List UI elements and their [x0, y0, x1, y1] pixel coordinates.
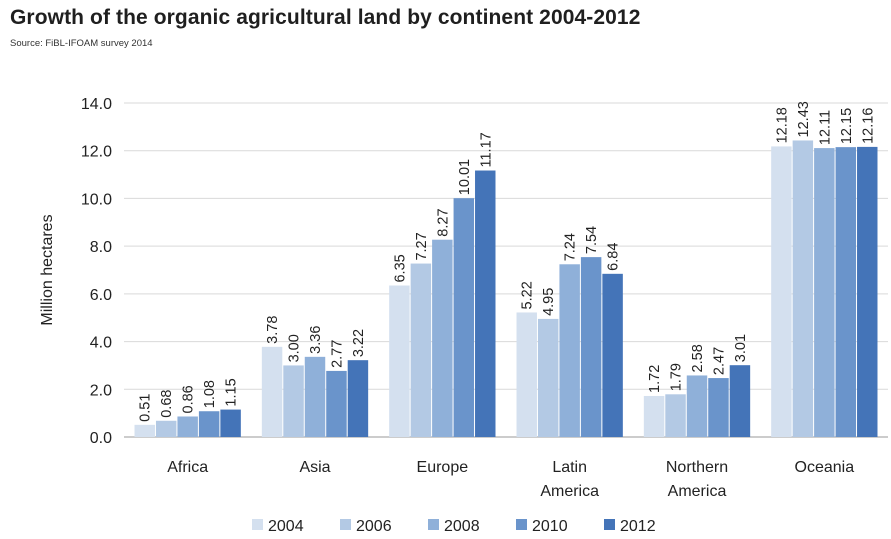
data-label: 1.79 [669, 363, 685, 391]
bar [198, 411, 220, 437]
bar [857, 146, 878, 437]
data-label: 0.86 [181, 385, 197, 413]
data-label: 12.16 [860, 108, 876, 144]
legend-swatch [604, 519, 615, 530]
data-label: 2.58 [690, 344, 706, 372]
bar [389, 285, 410, 437]
chart-title: Growth of the organic agricultural land … [10, 6, 641, 29]
bar [516, 312, 537, 437]
bar [304, 356, 326, 437]
bar [729, 365, 751, 437]
y-tick-label: 8.0 [90, 239, 112, 256]
data-label: 3.00 [287, 334, 303, 362]
data-label: 0.68 [159, 390, 175, 418]
bar [134, 424, 155, 437]
bar [771, 146, 792, 438]
legend-swatch [516, 519, 527, 530]
bar [475, 170, 496, 437]
data-label: 7.54 [584, 226, 600, 254]
bar [792, 140, 814, 437]
bar [602, 273, 623, 437]
bar [643, 395, 665, 437]
bar [261, 346, 283, 437]
bar [220, 409, 241, 437]
y-tick-label: 12.0 [81, 144, 112, 161]
bar [835, 147, 857, 437]
bar [708, 378, 729, 437]
bar [686, 375, 708, 437]
y-tick-label: 2.0 [90, 382, 112, 399]
data-label: 6.35 [392, 254, 408, 282]
legend-label: 2006 [356, 518, 392, 535]
data-label: 3.78 [265, 316, 281, 344]
legend-label: 2010 [532, 518, 568, 535]
legend-swatch [252, 519, 263, 530]
bar [559, 264, 580, 437]
legend-swatch [340, 519, 351, 530]
x-tick-label: Europe [417, 459, 469, 476]
data-label: 3.01 [733, 334, 749, 362]
data-label: 6.84 [606, 243, 622, 271]
data-label: 3.22 [351, 329, 367, 357]
bar [537, 318, 559, 437]
data-label: 10.01 [457, 159, 473, 195]
data-label: 4.95 [541, 288, 557, 316]
bar [665, 394, 686, 437]
bar [326, 370, 347, 437]
bar [177, 416, 198, 437]
bar [347, 360, 369, 437]
data-label: 7.24 [563, 233, 579, 261]
x-tick-label: Africa [167, 459, 208, 476]
legend-label: 2004 [268, 518, 304, 535]
x-tick-label: America [668, 483, 727, 500]
data-label: 2.77 [329, 340, 345, 368]
y-tick-label: 0.0 [90, 430, 112, 447]
x-tick-label: America [540, 483, 599, 500]
data-label: 8.27 [435, 208, 451, 236]
x-tick-label: Asia [299, 459, 330, 476]
legend-swatch [428, 519, 439, 530]
x-tick-label: Latin [552, 459, 587, 476]
data-label: 7.27 [414, 232, 430, 260]
y-tick-label: 10.0 [81, 191, 112, 208]
bar [283, 365, 304, 437]
data-label: 11.17 [478, 132, 494, 167]
data-label: 1.72 [647, 365, 663, 393]
data-label: 1.15 [224, 378, 240, 406]
data-label: 1.08 [202, 380, 218, 408]
data-label: 12.15 [839, 108, 855, 144]
bar [155, 420, 177, 437]
y-tick-label: 4.0 [90, 335, 112, 352]
bar [432, 239, 453, 437]
data-label: 12.43 [796, 101, 812, 137]
data-label: 2.47 [711, 347, 727, 375]
y-axis-label: Million hectares [39, 214, 56, 325]
data-label: 12.18 [774, 107, 790, 143]
bar [410, 263, 432, 437]
data-label: 0.51 [138, 394, 154, 422]
chart-source: Source: FiBL-IFOAM survey 2014 [10, 38, 153, 49]
y-tick-label: 14.0 [81, 96, 112, 113]
bar [580, 257, 602, 437]
data-label: 12.11 [817, 110, 833, 145]
y-tick-label: 6.0 [90, 287, 112, 304]
bar [814, 148, 835, 437]
bar [453, 198, 475, 437]
data-label: 3.36 [308, 326, 324, 354]
x-tick-label: Oceania [795, 459, 855, 476]
legend-label: 2008 [444, 518, 480, 535]
data-label: 5.22 [520, 281, 536, 309]
legend-label: 2012 [620, 518, 656, 535]
x-tick-label: Northern [666, 459, 728, 476]
